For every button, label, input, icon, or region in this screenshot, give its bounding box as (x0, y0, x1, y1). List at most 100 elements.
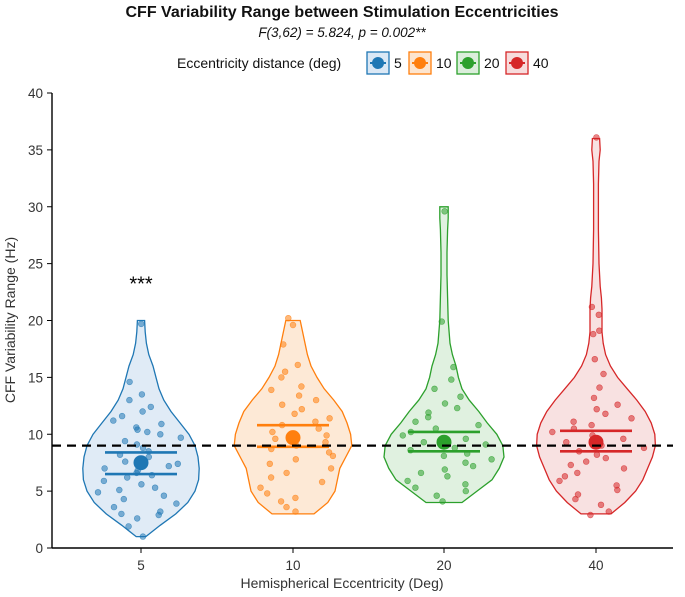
legend-key-dot-20 (462, 57, 474, 69)
data-point-10 (267, 474, 275, 481)
data-point-10 (318, 478, 326, 486)
chart-title: CFF Variability Range between Stimulatio… (126, 4, 559, 21)
data-point-5 (157, 508, 164, 515)
data-point-5 (125, 523, 132, 530)
data-point-5 (147, 403, 155, 411)
legend-label-5: 5 (394, 55, 402, 71)
plot-area: 0 5 10 15 20 25 30 35 40 5 10 20 40 *** (28, 86, 673, 573)
data-point-5 (138, 481, 145, 488)
data-point-5 (151, 484, 159, 491)
legend-title: Eccentricity distance (deg) (177, 55, 341, 71)
mean-point-10 (285, 430, 301, 446)
data-point-40 (549, 428, 556, 436)
data-point-5 (133, 424, 140, 431)
data-point-20 (420, 439, 427, 446)
data-point-5 (165, 462, 173, 470)
violin-40 (535, 137, 657, 515)
data-point-5 (120, 495, 128, 503)
data-point-10 (289, 321, 297, 329)
data-point-20 (451, 444, 458, 452)
data-point-20 (475, 421, 482, 429)
violin-20 (383, 206, 505, 504)
y-tick-label: 25 (28, 257, 43, 272)
data-point-40 (600, 370, 607, 378)
x-tick-label: 40 (588, 558, 603, 573)
significance-marker: *** (129, 274, 153, 296)
data-point-20 (425, 409, 432, 416)
data-point-10 (283, 469, 290, 477)
data-point-5 (134, 515, 141, 522)
data-point-10 (257, 484, 264, 491)
data-point-10 (292, 494, 299, 502)
data-point-5 (101, 465, 108, 472)
data-point-10 (283, 503, 290, 511)
data-point-40 (561, 473, 569, 480)
data-point-5 (160, 492, 168, 499)
data-point-40 (582, 458, 590, 465)
data-point-10 (281, 368, 289, 375)
data-point-5 (177, 434, 185, 441)
y-tick-label: 35 (28, 143, 43, 158)
data-point-40 (556, 477, 563, 485)
data-point-10 (323, 432, 330, 439)
data-point-10 (312, 396, 320, 404)
data-point-40 (605, 508, 612, 515)
data-point-5 (158, 420, 165, 428)
data-point-10 (292, 456, 299, 463)
data-point-20 (441, 466, 448, 473)
data-point-40 (596, 384, 603, 391)
data-point-20 (439, 498, 446, 505)
data-point-5 (139, 408, 146, 415)
data-point-5 (126, 378, 133, 386)
data-point-20 (462, 459, 469, 466)
data-point-10 (295, 392, 303, 399)
data-point-5 (173, 500, 180, 507)
data-point-5 (121, 458, 129, 465)
data-point-20 (444, 473, 451, 480)
data-point-40 (588, 303, 596, 311)
data-point-40 (593, 451, 601, 458)
data-point-20 (433, 492, 440, 499)
legend-key-dot-5 (372, 57, 384, 69)
data-point-5 (126, 396, 133, 404)
data-point-40 (595, 311, 602, 318)
data-point-10 (294, 361, 301, 369)
legend-label-10: 10 (436, 55, 452, 71)
legend-key-dot-40 (511, 57, 523, 69)
data-point-5 (94, 489, 102, 496)
y-axis-title: CFF Variability Range (Hz) (2, 237, 18, 403)
y-tick-label: 0 (35, 541, 43, 556)
x-tick-label: 20 (436, 558, 451, 573)
data-point-10 (268, 386, 275, 394)
data-point-40 (593, 406, 600, 413)
data-point-5 (110, 417, 117, 424)
data-point-10 (269, 428, 276, 436)
legend: Eccentricity distance (deg) 5 10 20 40 (177, 51, 549, 75)
data-point-20 (412, 418, 419, 425)
data-point-40 (587, 511, 594, 519)
x-axis-title: Hemispherical Eccentricity (Deg) (240, 575, 443, 591)
y-tick-label: 10 (28, 427, 43, 442)
data-point-20 (432, 425, 439, 432)
data-point-5 (174, 460, 182, 467)
data-point-20 (441, 208, 448, 215)
data-point-20 (431, 385, 438, 392)
data-point-20 (448, 376, 455, 383)
data-point-20 (417, 469, 425, 477)
data-point-20 (462, 487, 469, 495)
data-point-20 (462, 481, 469, 488)
data-point-20 (412, 484, 419, 491)
mean-point-20 (436, 434, 452, 450)
data-point-10 (272, 435, 279, 442)
data-point-5 (116, 486, 123, 494)
data-point-40 (597, 501, 605, 508)
data-point-20 (469, 462, 477, 470)
data-point-40 (628, 415, 635, 422)
data-point-20 (399, 432, 406, 439)
data-point-5 (139, 533, 147, 540)
x-tick-label: 10 (285, 558, 300, 573)
data-point-40 (563, 439, 570, 446)
data-point-10 (312, 418, 319, 425)
